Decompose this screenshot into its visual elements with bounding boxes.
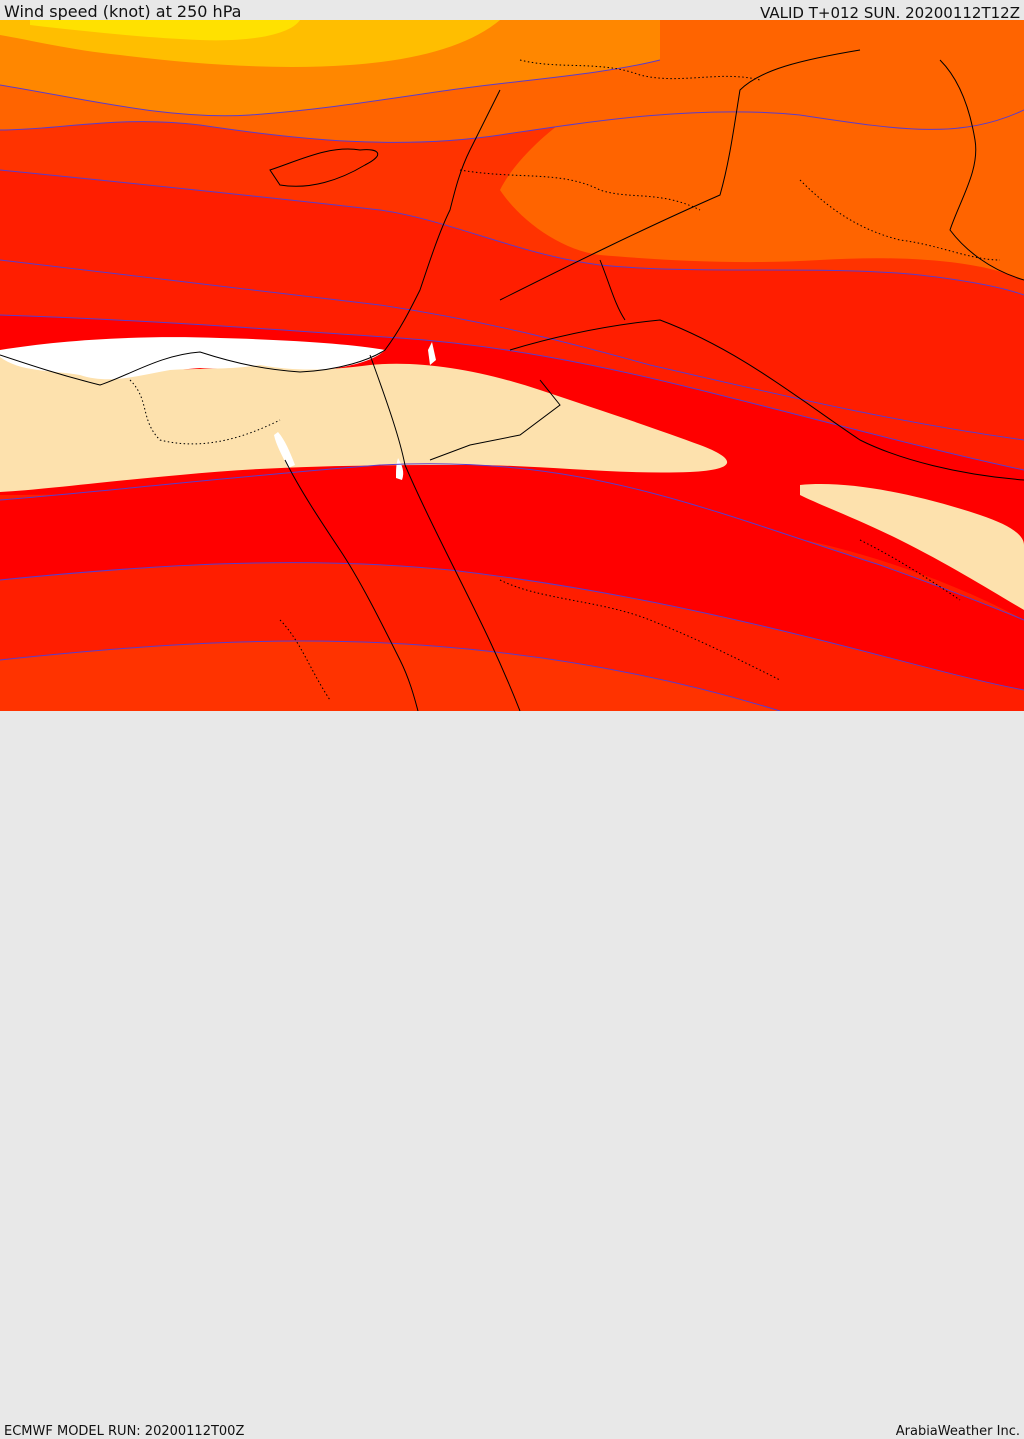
band-white-gap bbox=[0, 337, 385, 385]
band-lightest-east bbox=[800, 484, 1024, 610]
band-lightest-north bbox=[0, 357, 728, 492]
footer-bar: ECMWF MODEL RUN: 20200112T00Z ArabiaWeat… bbox=[0, 711, 1024, 1439]
map-title: Wind speed (knot) at 250 hPa bbox=[4, 2, 242, 21]
wind-speed-map bbox=[0, 20, 1024, 711]
model-run: ECMWF MODEL RUN: 20200112T00Z bbox=[4, 1424, 245, 1439]
cyprus-outline bbox=[269, 148, 378, 187]
band-orange-red-south bbox=[0, 640, 780, 711]
header-bar: Wind speed (knot) at 250 hPa VALID T+012… bbox=[0, 0, 1024, 22]
contour-lines bbox=[0, 59, 1024, 711]
brand-credit: ArabiaWeather Inc. bbox=[895, 1424, 1020, 1439]
admin-borders bbox=[129, 59, 1001, 701]
gulf-of-suez bbox=[274, 432, 295, 468]
gulf-of-aqaba bbox=[396, 458, 404, 480]
map-canvas bbox=[0, 20, 1024, 711]
coastlines bbox=[0, 49, 1024, 711]
band-yellow bbox=[30, 20, 300, 41]
band-dark-orange-east bbox=[500, 72, 1024, 280]
valid-time: VALID T+012 SUN. 20200112T12Z bbox=[760, 4, 1020, 22]
dead-sea bbox=[428, 342, 436, 365]
